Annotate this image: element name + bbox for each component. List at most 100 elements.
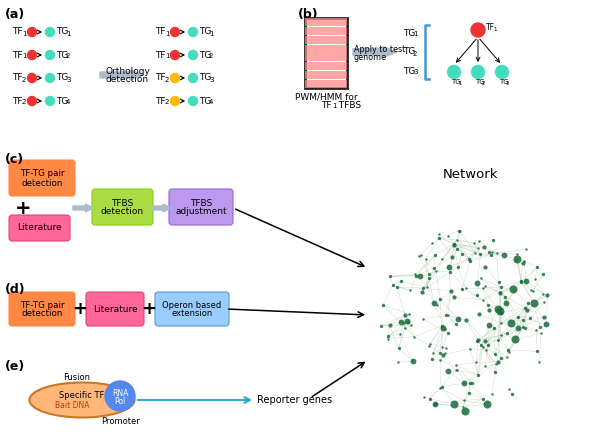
Text: Fusion: Fusion [64,374,91,383]
FancyBboxPatch shape [326,45,332,53]
Point [452,236,461,244]
Point [447,253,457,261]
FancyBboxPatch shape [319,80,326,88]
Text: TG: TG [499,79,509,85]
Point [487,390,496,397]
Text: TF: TF [12,73,23,83]
Circle shape [46,97,55,105]
Text: TG: TG [56,28,68,37]
Point [542,291,552,298]
Text: 1: 1 [209,30,214,37]
Text: 1: 1 [66,30,71,37]
Circle shape [170,28,179,37]
Point [437,343,447,350]
Point [451,362,461,369]
Point [394,345,403,352]
Point [452,367,462,374]
FancyBboxPatch shape [334,36,340,44]
Point [438,324,448,331]
Point [484,322,494,329]
Text: TG: TG [451,79,461,85]
Point [487,249,497,256]
Circle shape [188,97,197,105]
Point [494,336,503,343]
Point [511,336,520,343]
Point [479,244,488,251]
Point [521,246,531,253]
Text: TG: TG [403,29,415,38]
FancyBboxPatch shape [9,215,70,241]
Text: PWM/HMM for: PWM/HMM for [295,93,358,101]
Point [419,394,428,401]
Text: ✕: ✕ [172,97,179,105]
Point [422,284,432,291]
FancyBboxPatch shape [319,45,326,53]
Point [412,272,421,279]
Text: Apply to test: Apply to test [354,45,405,54]
Point [529,300,539,307]
Circle shape [170,51,179,59]
Point [410,271,420,278]
FancyBboxPatch shape [326,62,332,70]
Point [460,380,469,387]
Point [438,351,448,358]
Point [521,278,531,285]
FancyBboxPatch shape [92,189,153,225]
Point [512,256,521,263]
Point [378,302,388,309]
Point [536,330,546,337]
Point [396,319,406,326]
Point [432,301,442,308]
Text: RNA: RNA [112,388,128,397]
Point [481,363,490,370]
FancyBboxPatch shape [319,71,326,79]
FancyBboxPatch shape [305,80,312,88]
Point [383,333,393,340]
Point [501,299,511,307]
Text: TF-TG pair: TF-TG pair [20,300,64,309]
Text: 1: 1 [165,30,170,37]
Point [478,284,487,291]
Point [494,336,503,343]
Point [443,329,453,337]
Point [404,310,414,317]
Text: (b): (b) [298,8,319,21]
Point [440,350,449,357]
Point [425,340,435,347]
FancyBboxPatch shape [313,18,319,26]
Text: Operon based: Operon based [163,300,221,309]
Text: Literature: Literature [17,224,62,232]
Text: TG: TG [475,79,485,85]
Circle shape [28,51,37,59]
FancyBboxPatch shape [305,53,312,61]
Point [464,255,474,262]
Text: Literature: Literature [92,304,137,313]
Text: TF: TF [155,73,166,83]
Text: 2: 2 [66,54,70,59]
Text: TG: TG [199,28,211,37]
Text: TF: TF [12,28,23,37]
Point [518,259,527,266]
Point [499,252,508,259]
Point [431,268,441,275]
Point [437,322,446,329]
Text: 1: 1 [22,30,26,37]
FancyBboxPatch shape [334,45,340,53]
Point [421,255,431,262]
Point [430,400,440,407]
Text: 4: 4 [209,100,214,105]
Text: +: + [73,300,88,318]
Point [475,311,484,318]
Text: Orthology: Orthology [105,67,150,76]
Text: 2: 2 [22,100,26,105]
Text: 2: 2 [413,51,418,56]
FancyBboxPatch shape [305,18,347,88]
Point [520,325,529,332]
Text: Network: Network [442,168,498,181]
Point [437,256,447,263]
Point [492,249,502,257]
Point [449,401,459,408]
Text: TF-TG pair: TF-TG pair [20,169,64,178]
FancyBboxPatch shape [326,71,332,79]
Text: TFBS: TFBS [190,198,212,207]
